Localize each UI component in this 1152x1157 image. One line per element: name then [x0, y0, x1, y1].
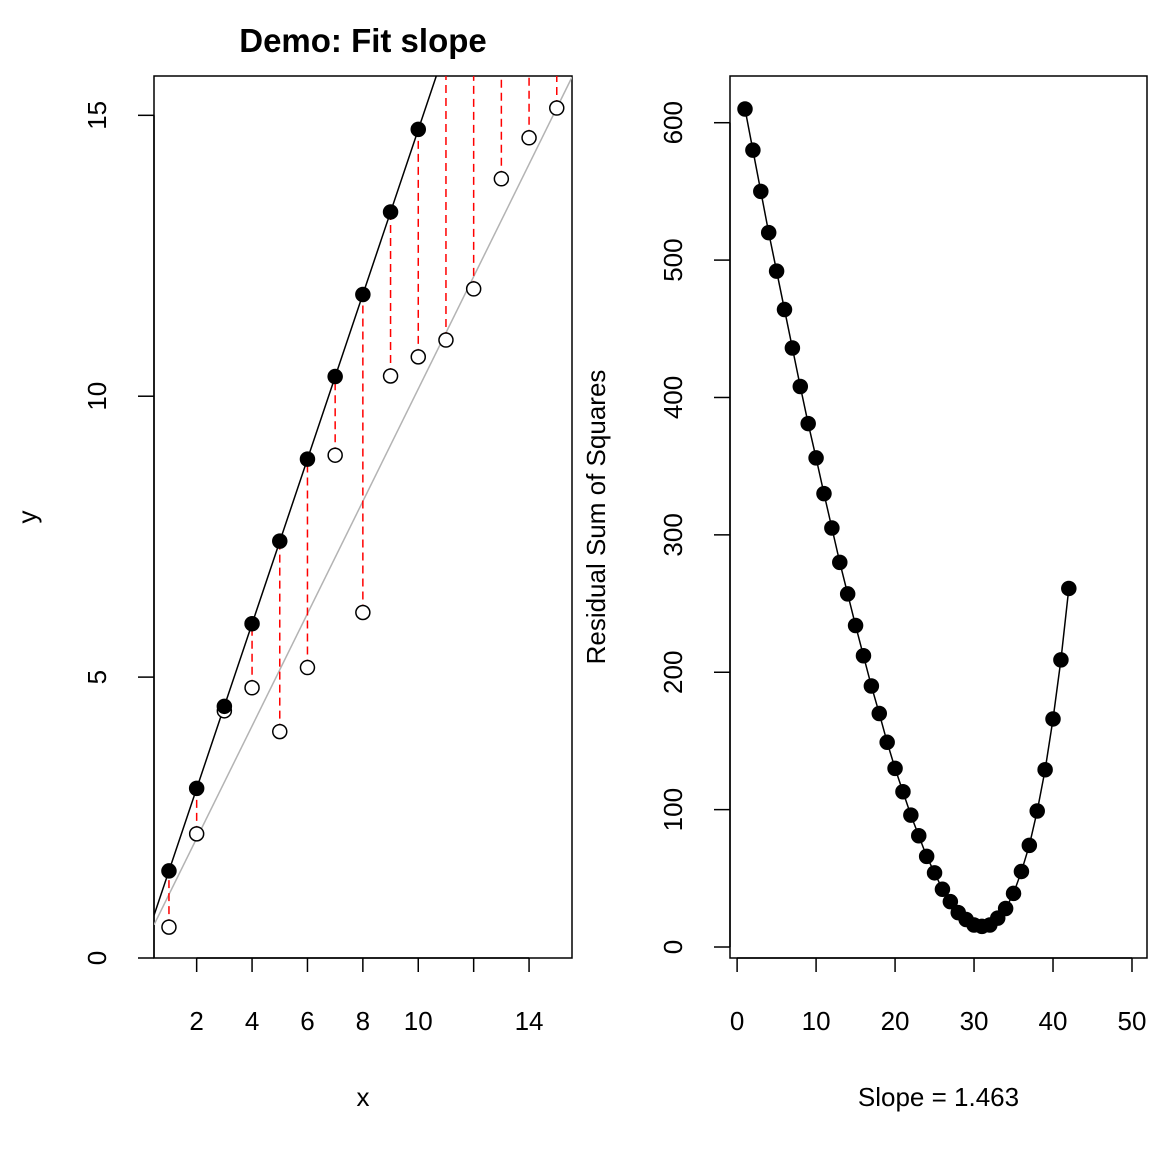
open-point [465, 281, 482, 297]
open-point [382, 368, 399, 384]
filled-point [161, 863, 177, 879]
plot-area [154, 76, 572, 935]
filled-point [745, 142, 761, 158]
y-tick-label: 200 [658, 651, 688, 694]
filled-point [903, 807, 919, 823]
filled-point [1061, 580, 1077, 597]
filled-point [188, 780, 205, 797]
filled-point [1037, 762, 1053, 778]
open-point [188, 826, 205, 842]
open-point [410, 349, 427, 365]
x-tick-label: 50 [1118, 1006, 1147, 1036]
filled-point [355, 286, 371, 303]
x-tick-label: 40 [1039, 1006, 1068, 1036]
filled-point [918, 848, 935, 865]
plot-box [153, 75, 573, 959]
filled-point [887, 760, 903, 777]
filled-point [816, 485, 832, 502]
filled-point [792, 378, 809, 395]
y-tick-label: 0 [82, 951, 112, 965]
filled-point [768, 263, 785, 279]
y-tick-label: 100 [658, 788, 688, 831]
filled-point [382, 204, 399, 220]
filled-point [244, 615, 260, 632]
x-axis-label: x [357, 1082, 370, 1112]
chart-title: Demo: Fit slope [239, 22, 487, 59]
filled-point [410, 121, 427, 138]
x-axis-label: Slope = 1.463 [858, 1082, 1019, 1112]
x-tick-label: 10 [802, 1006, 831, 1036]
filled-point [911, 827, 927, 844]
filled-point [800, 415, 816, 432]
filled-point [1013, 863, 1030, 880]
filled-point [942, 893, 959, 910]
open-point [438, 332, 454, 348]
filled-point [753, 183, 769, 200]
y-axis-label: y [12, 511, 42, 524]
filled-point [839, 586, 856, 602]
y-tick-label: 15 [82, 101, 112, 130]
open-point [493, 171, 510, 187]
filled-point [760, 224, 777, 241]
x-tick-label: 2 [189, 1006, 203, 1036]
filled-point [926, 865, 943, 881]
y-tick-label: 600 [658, 101, 688, 144]
open-point [244, 680, 260, 696]
filled-point [934, 881, 951, 898]
filled-point [1045, 711, 1061, 727]
filled-point [737, 101, 753, 117]
filled-point [863, 678, 880, 694]
x-tick-label: 30 [960, 1006, 989, 1036]
x-tick-label: 10 [404, 1006, 433, 1036]
open-point [272, 723, 288, 740]
filled-point [784, 340, 801, 356]
filled-point [1053, 652, 1069, 668]
x-tick-label: 0 [730, 1006, 744, 1036]
open-point [521, 130, 537, 146]
y-tick-label: 500 [658, 238, 688, 281]
filled-point [879, 734, 895, 751]
x-tick-label: 20 [881, 1006, 910, 1036]
filled-point [327, 368, 343, 385]
filled-point [1005, 885, 1022, 902]
filled-point [997, 900, 1014, 917]
filled-point [776, 301, 793, 318]
filled-point [871, 705, 888, 722]
filled-point [808, 450, 824, 466]
open-point [355, 604, 371, 621]
open-point [161, 919, 177, 935]
y-tick-label: 10 [82, 382, 112, 411]
open-point [299, 659, 316, 676]
filled-point [855, 648, 872, 664]
x-tick-label: 14 [515, 1006, 544, 1036]
y-axis-label: Residual Sum of Squares [581, 370, 611, 665]
x-tick-label: 8 [356, 1006, 370, 1036]
plot-area [737, 101, 1077, 935]
filled-point [1029, 803, 1045, 819]
filled-point [272, 533, 288, 549]
open-point [327, 447, 343, 463]
filled-point [895, 784, 911, 800]
filled-point [1021, 837, 1038, 854]
filled-point [216, 698, 233, 715]
open-point [549, 100, 565, 116]
y-tick-label: 5 [82, 670, 112, 684]
x-tick-label: 4 [245, 1006, 259, 1036]
x-tick-label: 6 [300, 1006, 314, 1036]
plot-box [729, 75, 1148, 959]
filled-point [847, 617, 864, 634]
y-tick-label: 300 [658, 513, 688, 556]
filled-point [299, 451, 316, 467]
y-tick-label: 0 [658, 940, 688, 954]
y-tick-label: 400 [658, 376, 688, 419]
filled-point [824, 520, 840, 536]
filled-point [832, 554, 848, 571]
